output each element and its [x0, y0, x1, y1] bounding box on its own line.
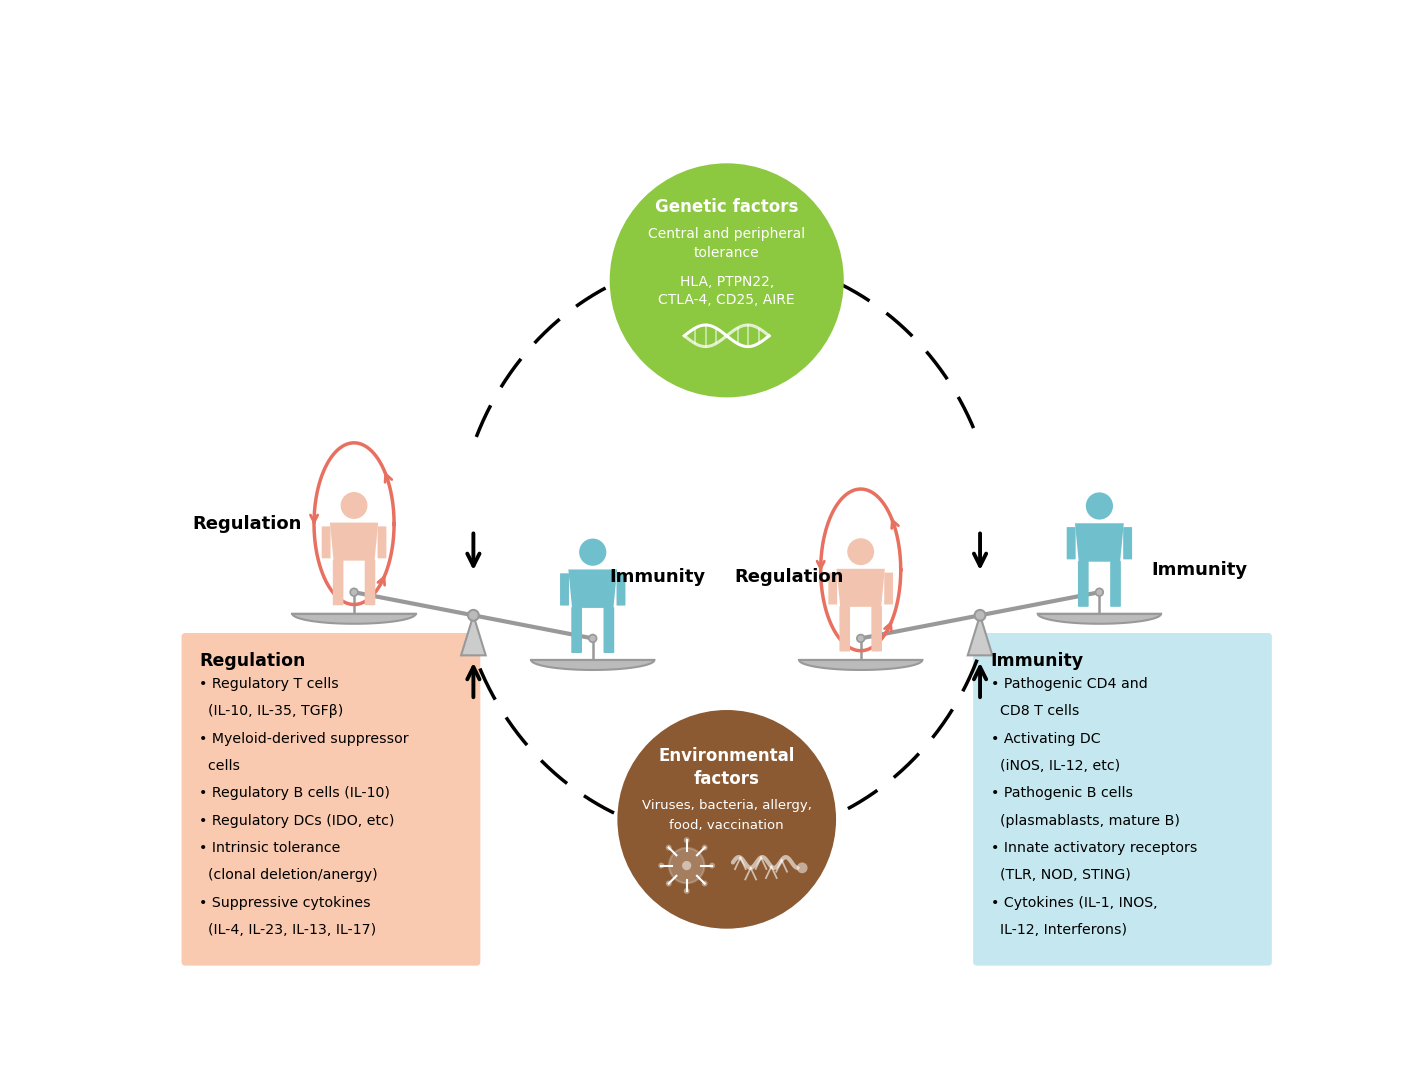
Circle shape [658, 863, 664, 868]
FancyBboxPatch shape [560, 573, 569, 605]
Polygon shape [1038, 614, 1161, 624]
Text: Regulation: Regulation [735, 567, 844, 586]
Text: • Pathogenic CD4 and: • Pathogenic CD4 and [991, 677, 1147, 691]
Text: tolerance: tolerance [693, 245, 760, 259]
Circle shape [847, 538, 873, 565]
FancyBboxPatch shape [1078, 561, 1089, 607]
Circle shape [974, 610, 986, 621]
Text: Immunity: Immunity [610, 567, 706, 586]
Text: • Myeloid-derived suppressor: • Myeloid-derived suppressor [200, 731, 408, 745]
Circle shape [856, 635, 865, 642]
Text: (clonal deletion/anergy): (clonal deletion/anergy) [200, 868, 379, 882]
FancyBboxPatch shape [1066, 527, 1076, 560]
Text: cells: cells [200, 758, 240, 773]
Text: (TLR, NOD, STING): (TLR, NOD, STING) [991, 868, 1130, 882]
Circle shape [1086, 493, 1113, 520]
Text: • Cytokines (IL-1, INOS,: • Cytokines (IL-1, INOS, [991, 895, 1157, 909]
Text: Immunity: Immunity [991, 652, 1083, 671]
Text: (plasmablasts, mature B): (plasmablasts, mature B) [991, 814, 1180, 828]
FancyBboxPatch shape [333, 560, 343, 605]
Text: • Regulatory DCs (IDO, etc): • Regulatory DCs (IDO, etc) [200, 814, 394, 828]
Text: • Suppressive cytokines: • Suppressive cytokines [200, 895, 372, 909]
FancyBboxPatch shape [828, 573, 837, 604]
Circle shape [350, 588, 357, 596]
Text: factors: factors [693, 770, 760, 789]
FancyBboxPatch shape [617, 573, 625, 605]
Text: IL-12, Interferons): IL-12, Interferons) [991, 923, 1127, 937]
Text: food, vaccination: food, vaccination [669, 819, 784, 832]
Text: Immunity: Immunity [1151, 561, 1248, 579]
Text: • Regulatory B cells (IL-10): • Regulatory B cells (IL-10) [200, 787, 390, 801]
FancyBboxPatch shape [973, 633, 1272, 966]
Text: Regulation: Regulation [200, 652, 306, 671]
Circle shape [617, 710, 837, 929]
Text: Central and peripheral: Central and peripheral [648, 227, 805, 241]
Polygon shape [967, 615, 993, 655]
Circle shape [683, 838, 689, 843]
Polygon shape [569, 570, 617, 608]
Text: (iNOS, IL-12, etc): (iNOS, IL-12, etc) [991, 758, 1120, 773]
Text: Viruses, bacteria, allergy,: Viruses, bacteria, allergy, [642, 799, 811, 812]
Circle shape [702, 881, 708, 886]
Circle shape [588, 635, 597, 642]
Text: • Intrinsic tolerance: • Intrinsic tolerance [200, 841, 340, 855]
Circle shape [468, 610, 479, 621]
FancyBboxPatch shape [1110, 561, 1120, 607]
Circle shape [610, 164, 844, 397]
Polygon shape [461, 615, 486, 655]
Circle shape [702, 844, 708, 851]
Text: Genetic factors: Genetic factors [655, 199, 798, 216]
Circle shape [340, 492, 367, 519]
Polygon shape [292, 614, 415, 624]
FancyBboxPatch shape [571, 608, 581, 653]
Text: Regulation: Regulation [193, 514, 302, 533]
FancyBboxPatch shape [364, 560, 376, 605]
Circle shape [666, 881, 672, 886]
Circle shape [797, 863, 808, 873]
Circle shape [579, 538, 607, 565]
Circle shape [666, 844, 672, 851]
FancyBboxPatch shape [604, 608, 614, 653]
Polygon shape [330, 523, 379, 561]
FancyBboxPatch shape [182, 633, 481, 966]
Circle shape [669, 847, 705, 883]
Circle shape [709, 863, 715, 868]
Text: HLA, PTPN22,: HLA, PTPN22, [679, 275, 774, 289]
Circle shape [1096, 588, 1103, 596]
Polygon shape [837, 569, 885, 607]
FancyBboxPatch shape [322, 526, 330, 559]
FancyBboxPatch shape [871, 607, 882, 651]
Text: • Activating DC: • Activating DC [991, 731, 1100, 745]
Circle shape [682, 860, 692, 870]
Text: • Regulatory T cells: • Regulatory T cells [200, 677, 339, 691]
Text: • Innate activatory receptors: • Innate activatory receptors [991, 841, 1197, 855]
Text: Environmental: Environmental [658, 748, 795, 765]
Polygon shape [1075, 523, 1124, 562]
Text: (IL-4, IL-23, IL-13, IL-17): (IL-4, IL-23, IL-13, IL-17) [200, 923, 376, 937]
FancyBboxPatch shape [885, 573, 893, 604]
Polygon shape [800, 660, 922, 669]
Text: (IL-10, IL-35, TGFβ): (IL-10, IL-35, TGFβ) [200, 704, 343, 718]
Text: • Pathogenic B cells: • Pathogenic B cells [991, 787, 1133, 801]
Polygon shape [532, 660, 654, 669]
FancyBboxPatch shape [1123, 527, 1132, 560]
Text: CD8 T cells: CD8 T cells [991, 704, 1079, 718]
FancyBboxPatch shape [377, 526, 387, 559]
FancyBboxPatch shape [839, 607, 849, 651]
Text: CTLA-4, CD25, AIRE: CTLA-4, CD25, AIRE [658, 293, 795, 307]
Circle shape [683, 888, 689, 894]
